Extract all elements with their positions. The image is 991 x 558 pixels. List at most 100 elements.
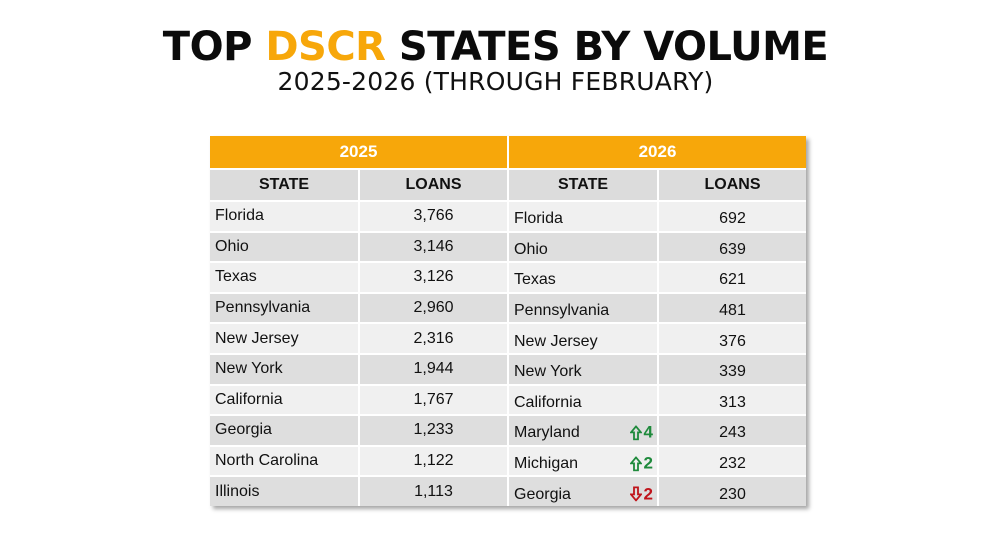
state-name: Maryland	[514, 424, 580, 442]
table-row: Georgia 2 230	[509, 477, 806, 506]
year-header: 2025	[210, 136, 507, 168]
loans-cell: 339	[659, 354, 806, 384]
state-name: California	[514, 393, 582, 411]
loans-cell: 621	[659, 263, 806, 292]
state-name: California	[215, 390, 283, 408]
state-name: Illinois	[215, 482, 260, 500]
loans-cell: 1,233	[360, 416, 507, 445]
column-header-loans: LOANS	[360, 170, 507, 200]
state-name: Michigan	[514, 455, 579, 473]
title-suffix: STATES BY VOLUME	[385, 24, 829, 70]
loans-cell: 692	[659, 202, 806, 231]
table-row: New Jersey 2,316	[210, 324, 507, 353]
table-2025: 2025 STATE LOANS Florida 3,766 Ohio 3,146 Te…	[210, 136, 507, 506]
column-headers: STATE LOANS	[210, 170, 507, 200]
loans-cell: 1,944	[360, 354, 507, 384]
table-2026: 2026 STATE LOANS Florida 692 Ohio 639 Texas 6…	[509, 136, 806, 506]
arrow-up-icon	[629, 455, 642, 471]
table-row: New Jersey 376	[509, 324, 806, 353]
state-name: New Jersey	[514, 332, 598, 350]
table-row: Maryland 4 243	[509, 416, 806, 445]
table-row: California 313	[509, 385, 806, 415]
loans-cell: 3,766	[360, 202, 507, 231]
state-name: Florida	[514, 210, 563, 228]
arrow-up-icon	[629, 425, 642, 441]
table-row: New York 339	[509, 354, 806, 384]
state-cell: New York	[210, 354, 358, 384]
state-name: New Jersey	[215, 329, 299, 347]
state-name: New York	[215, 360, 283, 378]
loans-cell: 243	[659, 416, 806, 445]
rank-change-amount: 2	[643, 484, 653, 504]
loans-cell: 3,126	[360, 263, 507, 292]
table-body: Florida 692 Ohio 639 Texas 621 Pennsylvania 481…	[509, 200, 806, 506]
loans-cell: 1,113	[360, 477, 507, 506]
state-cell: Pennsylvania	[210, 293, 358, 323]
state-cell: Pennsylvania	[509, 293, 657, 323]
table-row: Georgia 1,233	[210, 416, 507, 445]
rank-change-badge: 2	[629, 484, 653, 504]
table-body: Florida 3,766 Ohio 3,146 Texas 3,126 Pennsylva…	[210, 200, 507, 506]
table-row: Pennsylvania 481	[509, 293, 806, 323]
column-headers: STATE LOANS	[509, 170, 806, 200]
state-name: Pennsylvania	[215, 299, 311, 317]
table-row: Florida 3,766	[210, 202, 507, 231]
state-name: Texas	[215, 268, 257, 286]
state-name: Georgia	[215, 421, 272, 439]
loans-cell: 1,122	[360, 446, 507, 476]
loans-cell: 376	[659, 324, 806, 353]
year-header: 2026	[509, 136, 806, 168]
state-cell: California	[210, 385, 358, 415]
table-row: Pennsylvania 2,960	[210, 293, 507, 323]
state-cell: Maryland 4	[509, 416, 657, 445]
state-cell: Ohio	[509, 232, 657, 262]
table-row: Illinois 1,113	[210, 477, 507, 506]
table-row: California 1,767	[210, 385, 507, 415]
state-cell: New Jersey	[509, 324, 657, 353]
table-row: New York 1,944	[210, 354, 507, 384]
title-accent: DSCR	[265, 24, 386, 70]
table-row: North Carolina 1,122	[210, 446, 507, 476]
column-header-state: STATE	[509, 170, 657, 200]
rank-change-badge: 4	[629, 423, 653, 443]
column-header-loans: LOANS	[659, 170, 806, 200]
state-cell: California	[509, 385, 657, 415]
column-header-state: STATE	[210, 170, 358, 200]
state-cell: North Carolina	[210, 446, 358, 476]
chart-subtitle: 2025-2026 (THROUGH FEBRUARY)	[277, 67, 714, 96]
loans-cell: 230	[659, 477, 806, 506]
loans-cell: 3,146	[360, 232, 507, 262]
rank-change-badge: 2	[629, 453, 653, 473]
table-row: Ohio 3,146	[210, 232, 507, 262]
state-cell: New Jersey	[210, 324, 358, 353]
state-cell: Texas	[509, 263, 657, 292]
arrow-down-icon	[629, 486, 642, 502]
rank-change-amount: 2	[643, 453, 653, 473]
state-name: Texas	[514, 271, 556, 289]
state-name: Pennsylvania	[514, 302, 610, 320]
state-cell: Georgia	[210, 416, 358, 445]
loans-cell: 481	[659, 293, 806, 323]
table-row: Texas 3,126	[210, 263, 507, 292]
state-name: North Carolina	[215, 452, 319, 470]
state-name: Ohio	[215, 237, 249, 255]
table-row: Michigan 2 232	[509, 446, 806, 476]
state-cell: Georgia 2	[509, 477, 657, 506]
state-cell: Florida	[210, 202, 358, 231]
loans-cell: 1,767	[360, 385, 507, 415]
state-cell: New York	[509, 354, 657, 384]
state-cell: Michigan 2	[509, 446, 657, 476]
loans-cell: 232	[659, 446, 806, 476]
state-name: New York	[514, 363, 582, 381]
loans-cell: 2,960	[360, 293, 507, 323]
title-prefix: TOP	[162, 24, 266, 70]
loans-cell: 639	[659, 232, 806, 262]
table-row: Texas 621	[509, 263, 806, 292]
table-row: Ohio 639	[509, 232, 806, 262]
table-row: Florida 692	[509, 202, 806, 231]
state-cell: Florida	[509, 202, 657, 231]
state-cell: Ohio	[210, 232, 358, 262]
state-name: Ohio	[514, 240, 548, 258]
state-name: Florida	[215, 207, 264, 225]
chart-title: TOP DSCR STATES BY VOLUME	[0, 24, 991, 70]
